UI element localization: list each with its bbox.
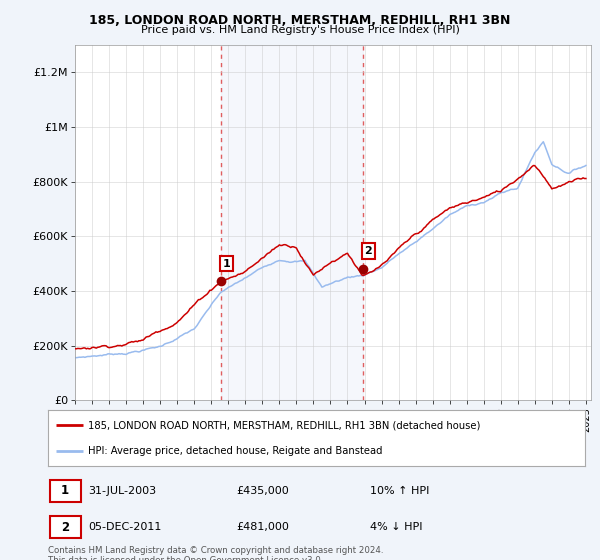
Text: 2: 2	[61, 521, 69, 534]
Text: Price paid vs. HM Land Registry's House Price Index (HPI): Price paid vs. HM Land Registry's House …	[140, 25, 460, 35]
Text: 2: 2	[364, 246, 372, 256]
Text: £481,000: £481,000	[236, 522, 289, 532]
Text: 185, LONDON ROAD NORTH, MERSTHAM, REDHILL, RH1 3BN (detached house): 185, LONDON ROAD NORTH, MERSTHAM, REDHIL…	[88, 420, 481, 430]
Bar	[221, 45, 363, 400]
Text: 10% ↑ HPI: 10% ↑ HPI	[370, 486, 430, 496]
Text: 05-DEC-2011: 05-DEC-2011	[88, 522, 161, 532]
Text: 185, LONDON ROAD NORTH, MERSTHAM, REDHILL, RH1 3BN: 185, LONDON ROAD NORTH, MERSTHAM, REDHIL…	[89, 14, 511, 27]
Text: 4% ↓ HPI: 4% ↓ HPI	[370, 522, 422, 532]
FancyBboxPatch shape	[50, 479, 81, 502]
Text: £435,000: £435,000	[236, 486, 289, 496]
Text: 31-JUL-2003: 31-JUL-2003	[88, 486, 157, 496]
Text: 1: 1	[61, 484, 69, 497]
Text: 1: 1	[223, 259, 230, 269]
Text: HPI: Average price, detached house, Reigate and Banstead: HPI: Average price, detached house, Reig…	[88, 446, 383, 456]
Text: Contains HM Land Registry data © Crown copyright and database right 2024.
This d: Contains HM Land Registry data © Crown c…	[48, 546, 383, 560]
FancyBboxPatch shape	[50, 516, 81, 539]
